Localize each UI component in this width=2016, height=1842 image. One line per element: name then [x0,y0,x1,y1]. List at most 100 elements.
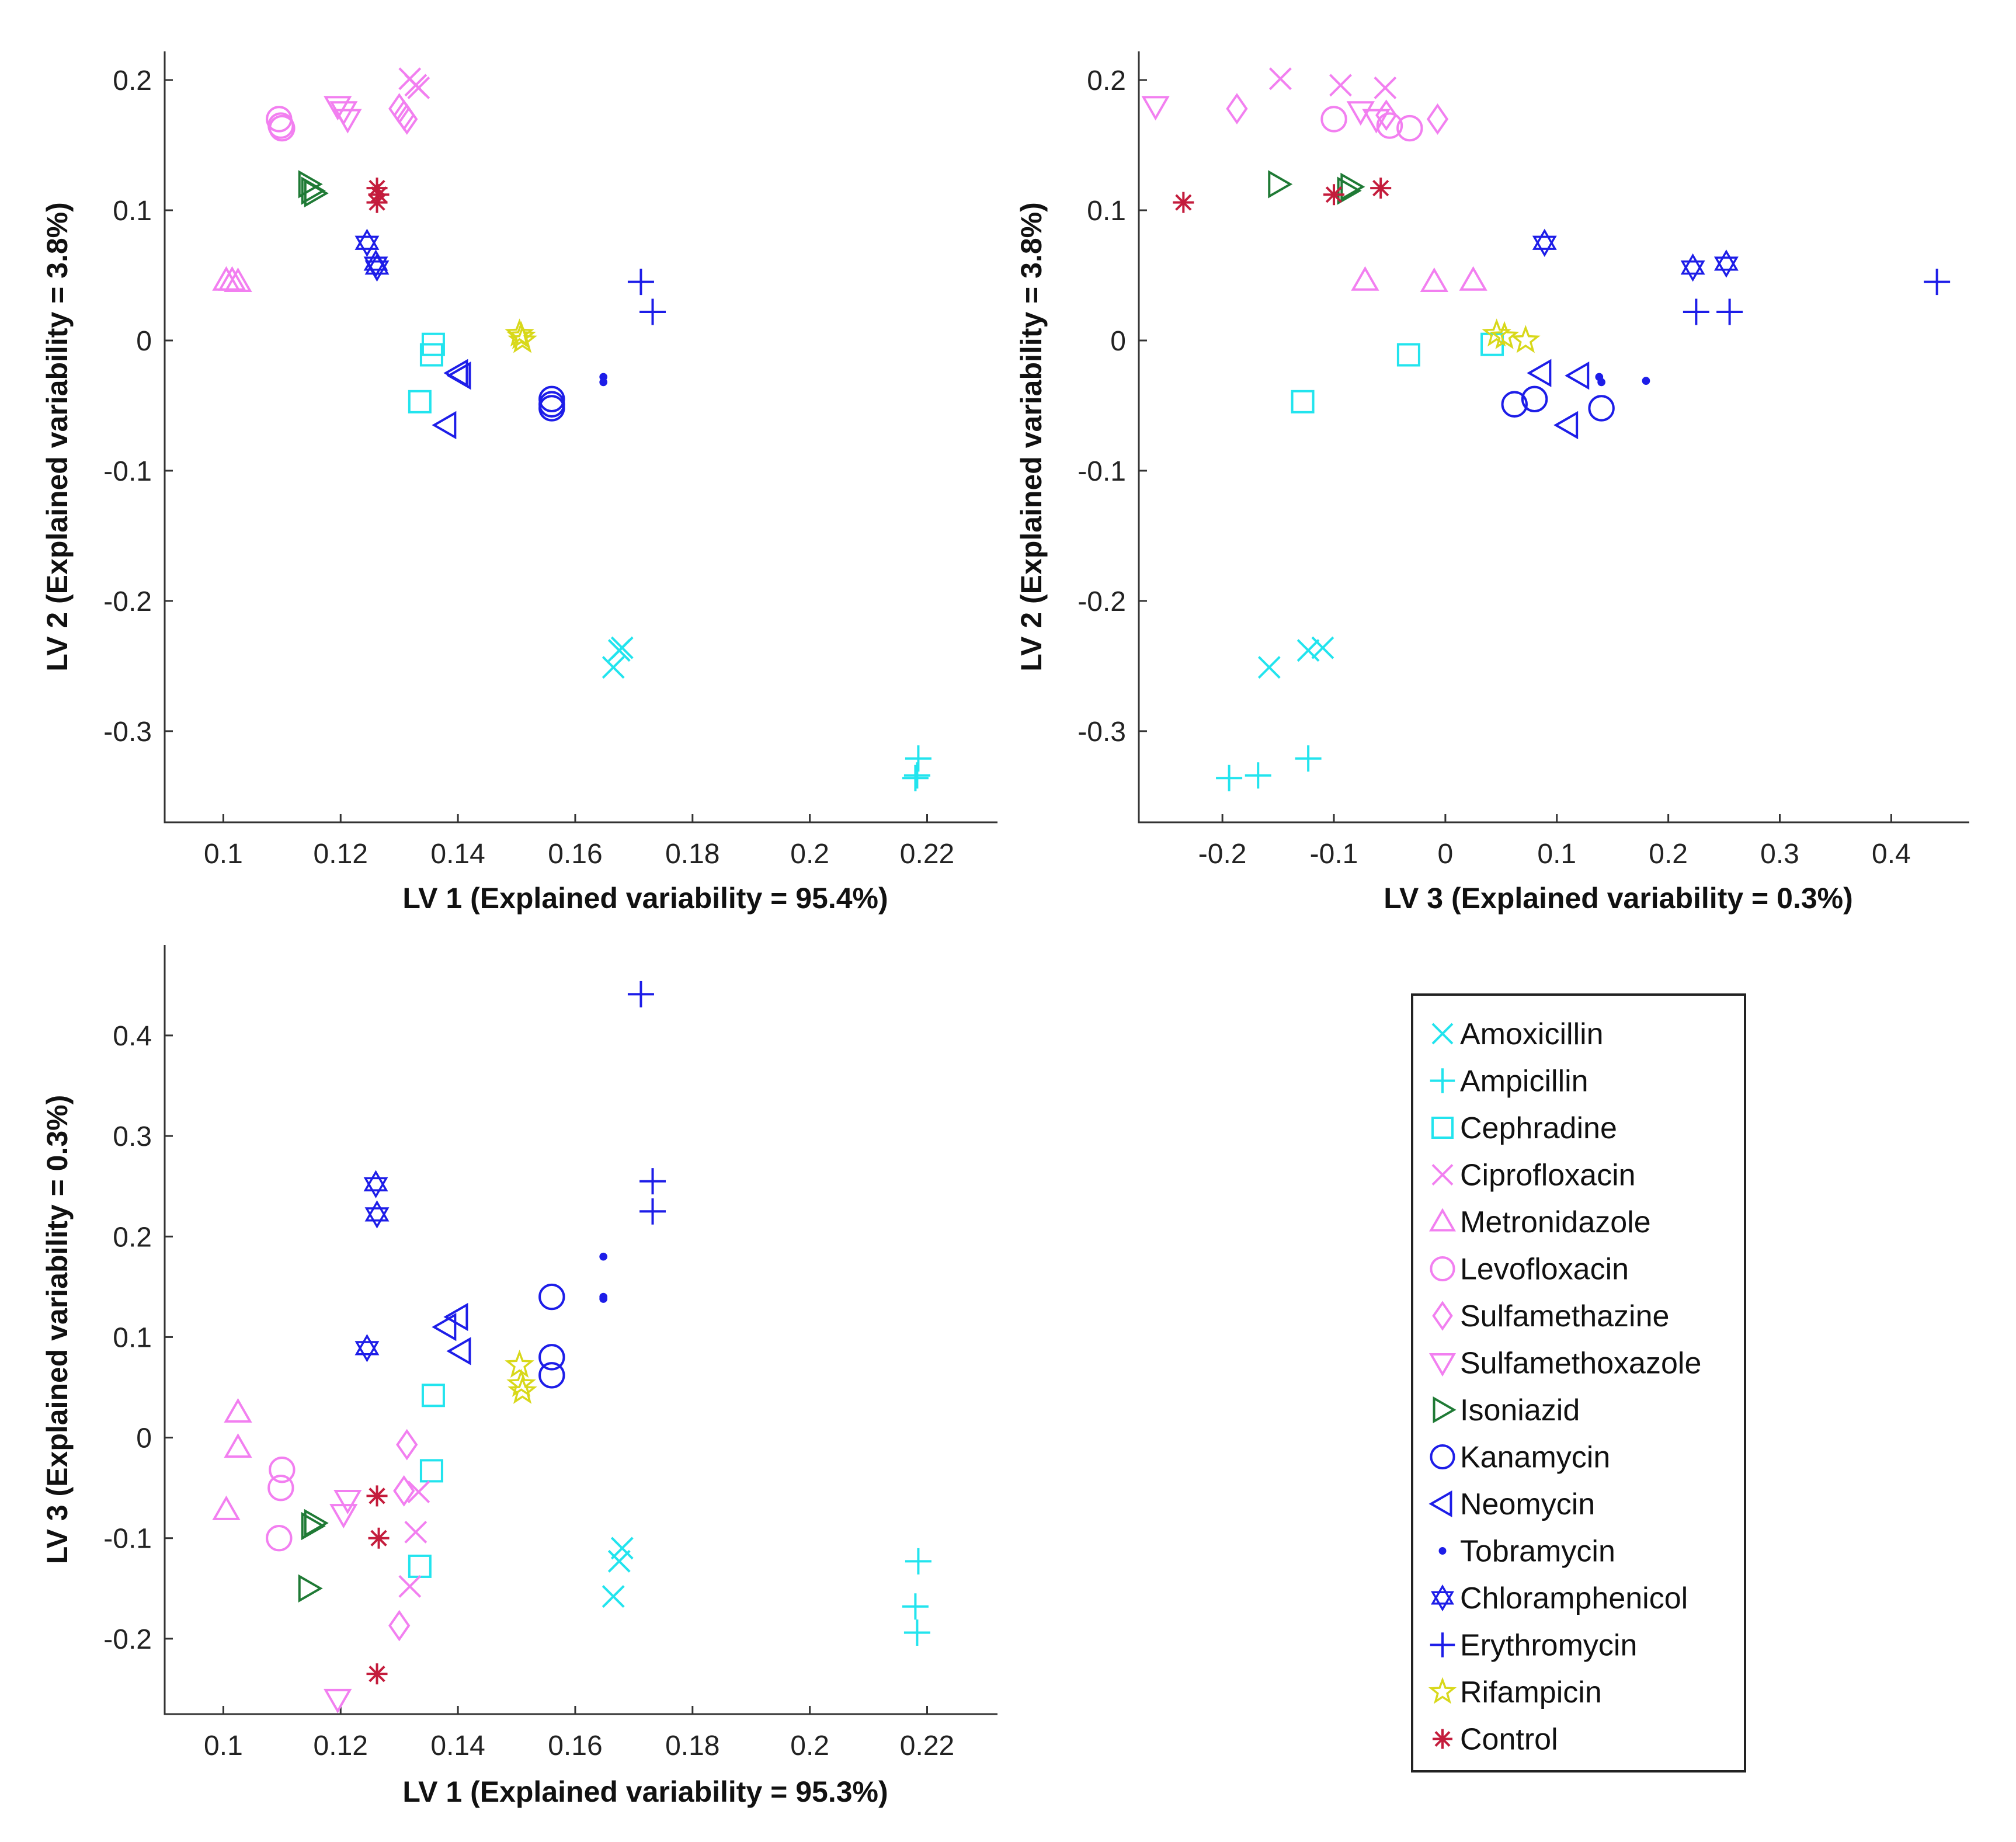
data-point [905,1548,931,1575]
series-isoniazid [1268,170,1365,205]
y-tick-label: 0 [136,326,152,357]
series-rifampicin [1482,318,1541,353]
series-rifampicin [505,318,537,353]
series-tobramycin [1595,373,1650,387]
data-point [1268,170,1293,199]
y-tick-label: 0.2 [1087,65,1126,96]
data-point [443,1302,468,1332]
data-point [1597,378,1605,387]
data-point [1291,390,1315,413]
y-tick-label: 0.2 [113,1222,152,1253]
data-point [218,266,246,291]
series-neomycin [432,1302,471,1365]
x-tick-label: 0.12 [314,839,368,870]
legend-entry-chloramphenicol: Chloramphenicol [1431,1582,1688,1615]
legend-items: Amoxicillin Ampicillin Cephradine Ciproflox… [1428,1017,1701,1757]
data-point [304,179,329,208]
data-point [1295,745,1322,772]
x-tick-label: -0.2 [1198,839,1247,870]
data-point [269,114,296,142]
legend-entry-ampicillin: Ampicillin [1430,1065,1589,1099]
data-point [1588,395,1615,422]
data-point [902,1593,929,1620]
data-point [903,1619,930,1646]
y-tick-label: 0.1 [1087,196,1126,227]
data-point [1376,112,1403,139]
x-tick-label: 0.1 [204,839,243,870]
square-mark-icon [1431,1117,1454,1139]
series-isoniazid [298,1509,329,1603]
data-point [333,1490,362,1515]
triangle-left-mark-icon [1428,1490,1452,1518]
data-point [443,359,468,387]
y-tick-label: 0 [1110,326,1126,357]
x-mark-icon [1431,1164,1454,1186]
data-point [407,77,430,99]
legend-label: Amoxicillin [1460,1017,1604,1051]
series-kanamycin [538,385,565,422]
data-point [1716,298,1743,325]
data-point [1257,656,1281,679]
data-point [212,1495,241,1520]
x-tick-label: -0.1 [1310,839,1358,870]
x-mark-icon [1431,1023,1454,1045]
series-cephradine [408,332,445,413]
y-tick-label: 0.1 [113,196,152,227]
data-point [1511,325,1541,353]
series-amoxicillin [1257,636,1334,679]
data-point [298,1574,323,1603]
x-tick-label: 0.3 [1760,839,1799,870]
data-point [363,1170,388,1198]
data-point [1459,266,1487,291]
series-kanamycin [538,1283,565,1389]
y-tick-label: 0.4 [113,1021,152,1052]
series-metronidazole [212,1398,252,1520]
y-tick-label: -0.1 [103,1524,152,1555]
data-point [1226,93,1248,125]
series-sulfamethazine [388,1429,418,1642]
data-point [610,1537,634,1560]
series-levofloxacin [266,106,296,142]
data-point [902,764,929,791]
legend-entry-cephradine: Cephradine [1431,1111,1617,1145]
data-point [506,1368,536,1397]
dot-mark-icon [1438,1547,1447,1555]
data-point [610,636,634,659]
data-point [333,109,362,134]
series-chloramphenicol [354,228,390,282]
legend-entry-control: Control [1433,1723,1558,1757]
x-tick-label: 0.2 [790,1730,829,1761]
circle-mark-icon [1430,1256,1455,1282]
series-sulfamethoxazole [324,96,362,134]
data-point [1374,77,1397,99]
data-point [1501,391,1528,418]
data-point [905,745,931,772]
data-point [627,981,654,1007]
data-point [1713,249,1739,278]
legend-entry-sulfamethoxazole: Sulfamethoxazole [1428,1347,1701,1381]
data-point [1329,74,1352,97]
data-point [366,1485,388,1507]
data-point [364,253,390,282]
legend-label: Ciprofloxacin [1460,1159,1636,1193]
data-point [508,325,537,353]
legend-entry-neomycin: Neomycin [1428,1487,1595,1521]
x-tick-label: 0.16 [548,839,602,870]
legend-entry-kanamycin: Kanamycin [1430,1441,1610,1475]
pentagram-mark-icon [1428,1677,1457,1704]
series-isoniazid [298,170,329,208]
data-point [408,390,432,413]
x-axis-title: LV 3 (Explained variability = 0.3%) [1384,882,1853,915]
x-tick-label: 0.4 [1872,839,1911,870]
legend-label: Ampicillin [1460,1065,1589,1099]
series-amoxicillin [602,1537,634,1608]
series-ciprofloxacin [1268,67,1397,99]
data-point [639,1198,666,1225]
data-point [1527,359,1552,387]
asterisk-mark-icon [1433,1729,1452,1749]
data-point [627,269,654,296]
y-tick-label: -0.2 [103,586,152,617]
y-tick-label: 0.2 [113,65,152,96]
data-point [368,1527,390,1549]
y-tick-label: 0 [136,1423,152,1454]
